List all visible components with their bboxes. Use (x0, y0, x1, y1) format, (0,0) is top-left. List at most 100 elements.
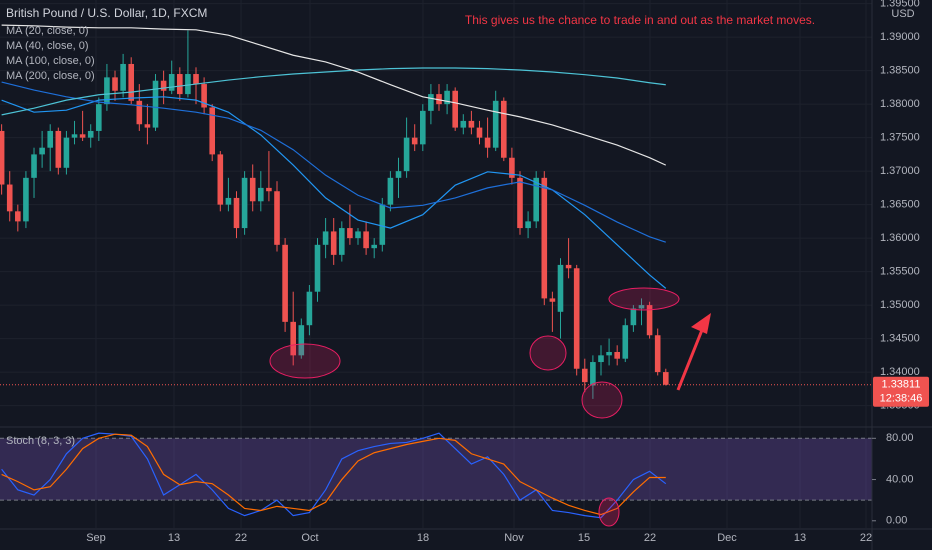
y-tick-label: 1.37500 (880, 132, 920, 144)
candle-body (395, 171, 402, 178)
candle-body (31, 154, 37, 178)
highlight-ellipse (598, 497, 620, 527)
legend-entry: MA (20, close, 0) (6, 25, 89, 37)
candle-body (177, 74, 183, 95)
last-price-label: 1.33811 (882, 379, 921, 391)
highlight-ellipse (581, 381, 623, 419)
candle-body (541, 177, 548, 299)
candle-body (249, 177, 256, 202)
candle-body (460, 120, 467, 128)
candle-body (120, 63, 126, 91)
candle-body (638, 305, 645, 309)
y-tick-label: 1.34000 (880, 366, 920, 378)
annotations (269, 287, 711, 527)
candle-body (233, 197, 240, 229)
grid (0, 0, 872, 528)
candle-body (606, 351, 612, 356)
stoch-title: Stoch (8, 3, 3) (6, 435, 75, 447)
legend-entry: MA (200, close, 0) (6, 70, 95, 82)
stoch-tick-label: 40.00 (886, 473, 914, 485)
y-tick-label: 1.38000 (880, 98, 920, 110)
candle-body (96, 104, 102, 131)
highlight-ellipse (529, 335, 567, 371)
x-tick-label: Oct (301, 532, 318, 544)
annotation-text: This gives us the chance to trade in and… (465, 13, 815, 27)
candle-body (428, 94, 434, 111)
candle-body (128, 63, 135, 101)
candle-body (484, 137, 491, 148)
candle-body (225, 197, 232, 205)
highlight-ellipse (269, 343, 341, 379)
candle-body (201, 84, 207, 108)
candle-body (63, 137, 70, 168)
candle-body (298, 325, 305, 356)
candle-body (15, 211, 21, 222)
candle-body (573, 268, 580, 369)
y-tick-label: 1.36500 (880, 199, 920, 211)
x-tick-label: 22 (860, 532, 872, 544)
candle-body (419, 110, 426, 145)
candle-body (0, 130, 5, 185)
candle-body (314, 244, 321, 292)
legend-entry: MA (100, close, 0) (6, 55, 95, 67)
labels: 1.335001.340001.345001.350001.355001.360… (6, 0, 929, 544)
candle-body (322, 231, 329, 245)
countdown-label: 12:38:46 (880, 393, 923, 405)
candle-body (387, 177, 394, 205)
candle-body (144, 124, 151, 128)
candle-body (371, 244, 378, 249)
candle-body (330, 231, 337, 255)
candle-body (266, 187, 272, 192)
candle-body (347, 228, 353, 239)
marks (0, 24, 872, 519)
candle-body (185, 74, 191, 95)
candle-body (160, 80, 167, 91)
x-tick-label: Nov (504, 532, 524, 544)
candle-body (152, 80, 159, 128)
candle-body (557, 264, 564, 312)
candle-body (23, 177, 29, 222)
y-tick-label: 1.38500 (880, 65, 920, 77)
candle-body (581, 368, 588, 383)
candle-body (87, 130, 94, 138)
candle-body (662, 372, 669, 385)
candle-body (136, 100, 143, 125)
x-tick-label: 18 (417, 532, 429, 544)
candle-body (525, 221, 531, 229)
candle-body (355, 231, 361, 239)
chart-title: British Pound / U.S. Dollar, 1D, FXCM (6, 6, 207, 20)
stoch-band (0, 437, 872, 501)
candle-body (509, 157, 515, 178)
candle-body (274, 191, 280, 245)
candle-body (209, 107, 216, 155)
candle-body (411, 137, 418, 145)
y-tick-label: 1.35000 (880, 299, 920, 311)
x-tick-label: 15 (578, 532, 590, 544)
ma-line (1, 81, 666, 243)
x-tick-label: 13 (794, 532, 806, 544)
ma-line (1, 24, 667, 166)
candle-body (241, 177, 248, 229)
arrow-shaft (676, 329, 704, 391)
x-tick-label: Dec (717, 532, 737, 544)
y-tick-label: 1.39500 (880, 0, 920, 10)
candle-body (47, 130, 54, 148)
candle-body (654, 335, 661, 373)
candle-body (590, 362, 596, 386)
candle-body (258, 187, 264, 202)
x-tick-label: 22 (644, 532, 656, 544)
candle-body (290, 321, 297, 356)
y-tick-label: 1.39000 (880, 31, 920, 43)
ma-line (1, 67, 666, 116)
y-tick-label: 1.36000 (880, 232, 920, 244)
candle-body (436, 94, 442, 105)
candle-body (55, 130, 62, 168)
candle-body (6, 184, 13, 212)
y-tick-label: 1.34500 (880, 332, 920, 344)
y-tick-label: 1.35500 (880, 266, 920, 278)
candle-body (646, 305, 653, 336)
candle-body (339, 228, 345, 255)
candle-body (468, 120, 475, 128)
